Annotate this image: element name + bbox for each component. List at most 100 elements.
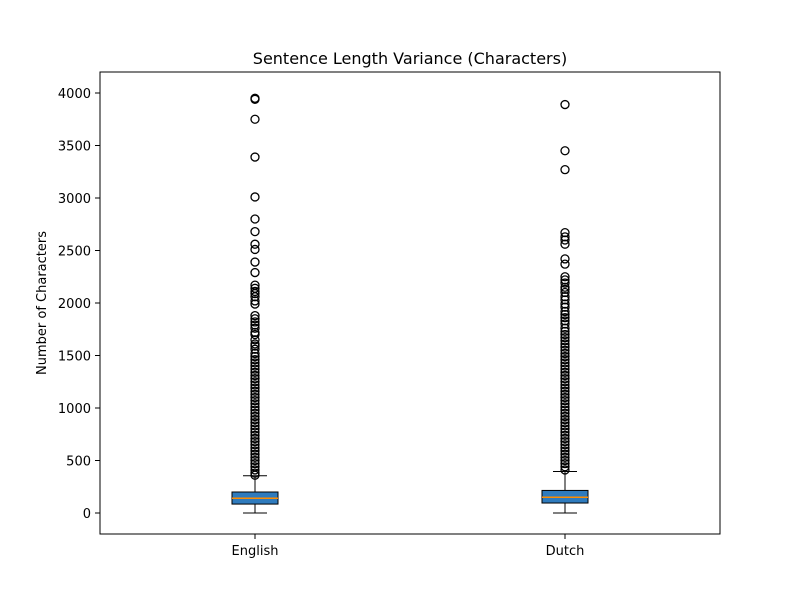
outlier-point [250,239,260,249]
outlier-point [560,259,570,269]
outlier-point [250,226,260,237]
outlier-point [560,342,570,352]
outlier-point [560,361,570,371]
outlier-point [250,348,260,359]
outlier-point [250,192,260,202]
outlier-point [250,355,260,365]
outlier-point [250,377,260,387]
outlier-point [250,244,260,255]
outlier-point [560,313,570,323]
outlier-point [250,440,260,450]
outlier-point [250,418,260,428]
outlier-point [250,358,260,368]
y-axis-title: Number of Characters [35,231,50,375]
y-tick-label: 500 [66,455,91,470]
outlier-point [250,421,260,431]
chart-title: Sentence Length Variance (Characters) [253,49,567,68]
outlier-point [560,389,570,400]
outlier-point [560,395,570,406]
outlier-point [250,370,260,381]
outlier-point [560,421,570,431]
outlier-point [560,452,570,463]
outlier-point [560,399,570,409]
outlier-point [560,427,570,437]
outlier-point [250,114,260,124]
box-group-dutch [541,99,589,514]
outlier-point [560,436,570,447]
plot-area: 0 500 1000 1500 2000 2500 3000 3500 4000 English D… [58,71,721,559]
outlier-point [560,380,570,390]
plot-frame [99,71,721,535]
outlier-point [560,306,570,317]
outlier-point [560,302,570,312]
outlier-point [250,373,260,384]
outlier-point [250,317,260,327]
outlier-point [560,458,570,469]
outlier-point [560,430,570,440]
outlier-point [250,430,260,440]
outlier-point [560,386,570,396]
outlier-point [250,94,260,104]
outlier-point [250,465,260,475]
outlier-point [250,257,260,267]
outlier-point [250,408,260,418]
outlier-point [250,152,260,162]
y-tick-label: 1000 [58,402,91,417]
outlier-point [560,292,570,302]
outlier-point [250,267,260,278]
outlier-point [250,414,260,425]
outlier-point [250,314,260,324]
x-tick-label: English [232,544,279,559]
outlier-point [250,411,260,422]
outlier-point [250,392,260,403]
outlier-point [560,272,570,282]
outlier-point [250,389,260,400]
outlier-point [560,446,570,456]
outlier-point [560,348,570,359]
outlier-point [560,329,570,340]
outlier-point [560,99,570,110]
outlier-point [560,414,570,425]
outlier-point [250,364,260,374]
outlier-point [250,329,260,340]
outlier-point [250,323,260,333]
outlier-point [560,418,570,428]
y-tick-label: 2500 [58,245,91,260]
outlier-point [250,367,260,377]
box-group-english [231,93,279,514]
outlier-point [560,332,570,343]
y-tick-label: 3500 [58,140,91,155]
outlier-point [560,433,570,444]
outlier-point [560,465,570,475]
outlier-point [560,146,570,156]
y-tick-label: 0 [83,507,91,522]
outlier-point [250,351,260,362]
y-tick-label: 2000 [58,297,91,312]
outlier-point [250,395,260,406]
outlier-point [560,392,570,403]
outlier-point [560,355,570,365]
outlier-point [250,380,260,390]
outlier-point [250,344,260,354]
outlier-point [560,345,570,355]
outlier-point [560,323,570,333]
y-tick-label: 4000 [58,87,91,102]
outlier-point [560,370,570,381]
outlier-point [560,367,570,377]
outlier-point [560,309,570,320]
y-tick-label: 3000 [58,192,91,207]
outlier-point [250,399,260,409]
outlier-point [250,455,260,466]
outlier-point [250,470,260,480]
outlier-point [560,351,570,362]
outlier-point [250,405,260,415]
outlier-point [250,452,260,463]
outlier-point [560,364,570,374]
outlier-point [250,449,260,459]
outlier-point [560,402,570,412]
outlier-point [250,436,260,447]
outlier-point [560,408,570,418]
outlier-point [560,254,570,264]
outlier-point [250,214,260,224]
